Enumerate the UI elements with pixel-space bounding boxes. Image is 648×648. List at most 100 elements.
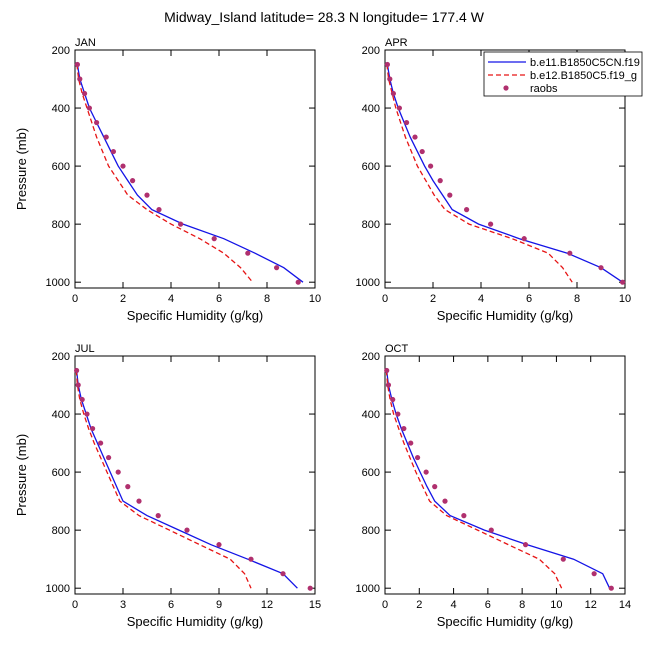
panel-jan: JAN 0 2 4 6 8 10 200 400 600 800 1000 Specific Humid… <box>14 37 321 323</box>
raobs-point <box>387 76 393 82</box>
x-tick-label: 10 <box>309 293 321 305</box>
raobs-point <box>295 279 301 285</box>
raobs-point <box>384 367 390 374</box>
y-tick-label: 600 <box>52 467 70 479</box>
y-tick-label: 200 <box>362 351 380 363</box>
raobs-point <box>74 367 80 374</box>
raobs-point <box>84 411 90 417</box>
raobs-point <box>432 484 438 490</box>
raobs-point <box>423 469 429 475</box>
raobs-point <box>414 454 421 461</box>
raobs-point <box>385 382 392 388</box>
panel-jul: JUL 0 3 6 9 12 15 200 400 600 800 1000 Specific Humi… <box>14 343 321 629</box>
panel-label: JAN <box>75 37 96 49</box>
x-tick-label: 0 <box>72 599 78 611</box>
raobs-point <box>401 425 407 432</box>
raobs-point <box>98 440 104 446</box>
plot-frame <box>384 355 626 595</box>
legend-label: raobs <box>530 83 558 95</box>
raobs-point <box>408 440 414 446</box>
series-line-e11 <box>75 370 298 589</box>
panel-label: APR <box>385 37 408 49</box>
series-line-e12 <box>386 64 573 283</box>
x-tick-label: 0 <box>72 293 78 305</box>
raobs-point <box>211 236 217 242</box>
x-tick-label: 4 <box>451 599 457 611</box>
x-tick-label: 8 <box>519 599 525 611</box>
x-tick-label: 0 <box>382 599 388 611</box>
raobs-point <box>390 90 396 97</box>
series-line-e11 <box>386 64 623 283</box>
series-line-e12 <box>75 370 252 589</box>
raobs-point <box>307 585 313 591</box>
raobs-point <box>437 178 443 184</box>
figure-title: Midway_Island latitude= 28.3 N longitude… <box>164 9 485 25</box>
raobs-point <box>103 134 109 140</box>
raobs-point <box>419 148 425 155</box>
x-tick-label: 2 <box>416 599 422 611</box>
raobs-point <box>110 148 116 155</box>
raobs-point <box>79 396 85 403</box>
raobs-point <box>77 76 83 82</box>
raobs-point <box>184 527 190 533</box>
raobs-point <box>280 571 286 577</box>
x-axis-title: Specific Humidity (g/kg) <box>437 614 574 629</box>
raobs-point <box>274 265 280 271</box>
raobs-point <box>404 119 410 126</box>
y-tick-label: 1000 <box>356 277 380 289</box>
raobs-point <box>591 571 597 577</box>
raobs-point <box>155 513 161 519</box>
panel-label: OCT <box>385 343 409 355</box>
x-tick-label: 4 <box>478 293 484 305</box>
raobs-point <box>216 542 222 548</box>
raobs-point <box>74 61 80 68</box>
x-tick-label: 3 <box>120 599 126 611</box>
y-tick-label: 600 <box>362 467 380 479</box>
raobs-point <box>125 484 131 490</box>
y-tick-label: 1000 <box>356 583 380 595</box>
legend-box <box>483 51 643 97</box>
y-tick-label: 200 <box>362 45 380 57</box>
y-tick-label: 1000 <box>46 583 70 595</box>
x-tick-label: 6 <box>216 293 222 305</box>
raobs-point <box>136 498 142 504</box>
raobs-point <box>447 192 453 198</box>
plot-frame <box>74 355 316 595</box>
x-tick-label: 0 <box>382 293 388 305</box>
raobs-point <box>560 556 566 562</box>
x-tick-label: 10 <box>619 293 631 305</box>
x-tick-label: 2 <box>430 293 436 305</box>
x-tick-label: 14 <box>619 599 631 611</box>
x-axis-title: Specific Humidity (g/kg) <box>127 614 264 629</box>
raobs-point <box>90 425 96 432</box>
raobs-point <box>395 411 401 417</box>
raobs-point <box>598 265 604 271</box>
raobs-point <box>567 250 573 256</box>
raobs-point <box>106 454 112 461</box>
y-tick-label: 600 <box>362 161 380 173</box>
panel-label: JUL <box>75 343 95 355</box>
x-tick-label: 4 <box>168 293 174 305</box>
raobs-point <box>390 396 396 403</box>
raobs-point <box>120 163 126 169</box>
raobs-point <box>115 469 121 475</box>
raobs-point <box>144 192 150 198</box>
raobs-point <box>248 556 254 562</box>
x-tick-label: 15 <box>309 599 321 611</box>
raobs-point <box>522 542 529 548</box>
y-axis-title: Pressure (mb) <box>14 434 29 516</box>
raobs-point <box>442 498 448 504</box>
raobs-point <box>156 207 162 213</box>
x-tick-label: 8 <box>264 293 270 305</box>
y-axis-title: Pressure (mb) <box>14 128 29 210</box>
raobs-point <box>82 90 88 97</box>
plot-frame <box>74 49 316 289</box>
raobs-point <box>461 513 467 519</box>
raobs-point <box>488 527 494 533</box>
raobs-point <box>521 236 527 242</box>
x-tick-label: 6 <box>168 599 174 611</box>
x-tick-label: 9 <box>216 599 222 611</box>
x-tick-label: 2 <box>120 293 126 305</box>
y-tick-label: 400 <box>52 103 70 115</box>
